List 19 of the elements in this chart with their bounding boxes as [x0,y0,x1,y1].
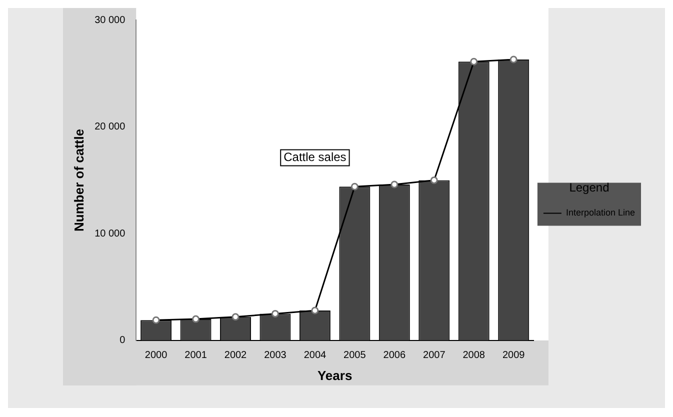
y-axis-title: Number of cattle [71,128,86,232]
x-tick-label: 2006 [383,350,406,362]
x-tick-label: 2002 [224,350,248,362]
x-axis-title: Years [317,368,352,383]
y-tick-label: 0 [120,335,126,346]
x-tick-label: 2008 [462,350,486,362]
x-tick-label: 2001 [184,350,208,362]
x-tick-label: 2005 [344,350,366,362]
x-tick-label: 2003 [264,350,287,362]
y-tick-label: 10 000 [94,228,126,240]
x-tick-label: 2004 [304,350,327,362]
y-tick-label: 20 000 [94,122,126,133]
legend-title: Legend [569,180,610,195]
annotation: Cattle sales [284,150,346,164]
x-tick-label: 2000 [144,350,168,362]
x-tick-label: 2009 [502,350,526,362]
legend-label: Interpolation Line [566,208,636,218]
y-tick-label: 30 000 [94,14,126,26]
x-tick-label: 2007 [423,350,446,362]
